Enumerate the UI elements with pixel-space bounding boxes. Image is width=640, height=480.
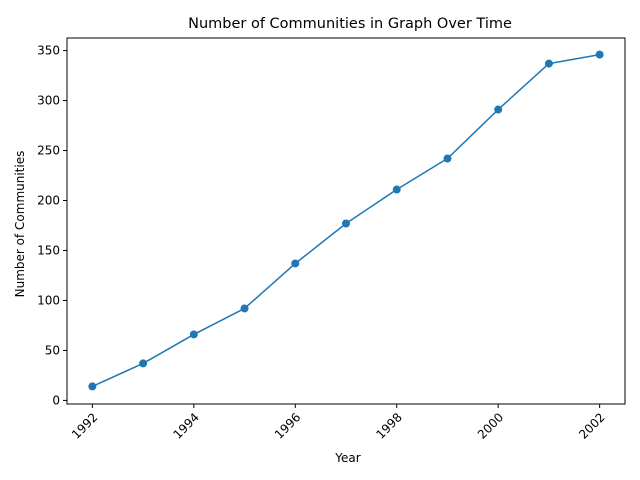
x-tick-label: 1994 xyxy=(170,410,201,441)
y-tick-label: 250 xyxy=(37,144,60,158)
data-point xyxy=(88,382,97,391)
x-tick-label: 2002 xyxy=(576,410,607,441)
x-tick-label: 1992 xyxy=(69,410,100,441)
data-point xyxy=(240,304,249,313)
data-point xyxy=(392,185,401,194)
x-tick-label: 1998 xyxy=(373,410,404,441)
data-point xyxy=(342,219,350,228)
data-point xyxy=(189,330,198,339)
y-tick-label: 200 xyxy=(37,194,60,208)
plot-frame xyxy=(66,37,626,405)
y-tick-label: 150 xyxy=(37,243,60,257)
y-tick-label: 300 xyxy=(37,94,60,108)
data-point xyxy=(544,59,553,68)
x-axis-label: Year xyxy=(334,451,360,465)
y-tick-label: 0 xyxy=(52,393,60,407)
data-point xyxy=(494,105,503,114)
data-point xyxy=(443,154,452,163)
x-tick-label: 2000 xyxy=(475,410,506,441)
chart-title: Number of Communities in Graph Over Time xyxy=(188,16,512,32)
y-tick-label: 350 xyxy=(37,44,60,58)
data-point xyxy=(139,359,148,368)
y-tick-label: 50 xyxy=(45,343,60,357)
data-point xyxy=(595,50,604,59)
y-axis-label: Number of Communities xyxy=(13,151,27,298)
y-tick-label: 100 xyxy=(37,293,60,307)
x-tick-label: 1996 xyxy=(272,410,303,441)
axes: 1992 1994 1996 1998 2000 2002 0 50 100 150 200 250 3… xyxy=(37,37,626,442)
data-point xyxy=(291,259,300,268)
plot-area xyxy=(88,50,604,391)
